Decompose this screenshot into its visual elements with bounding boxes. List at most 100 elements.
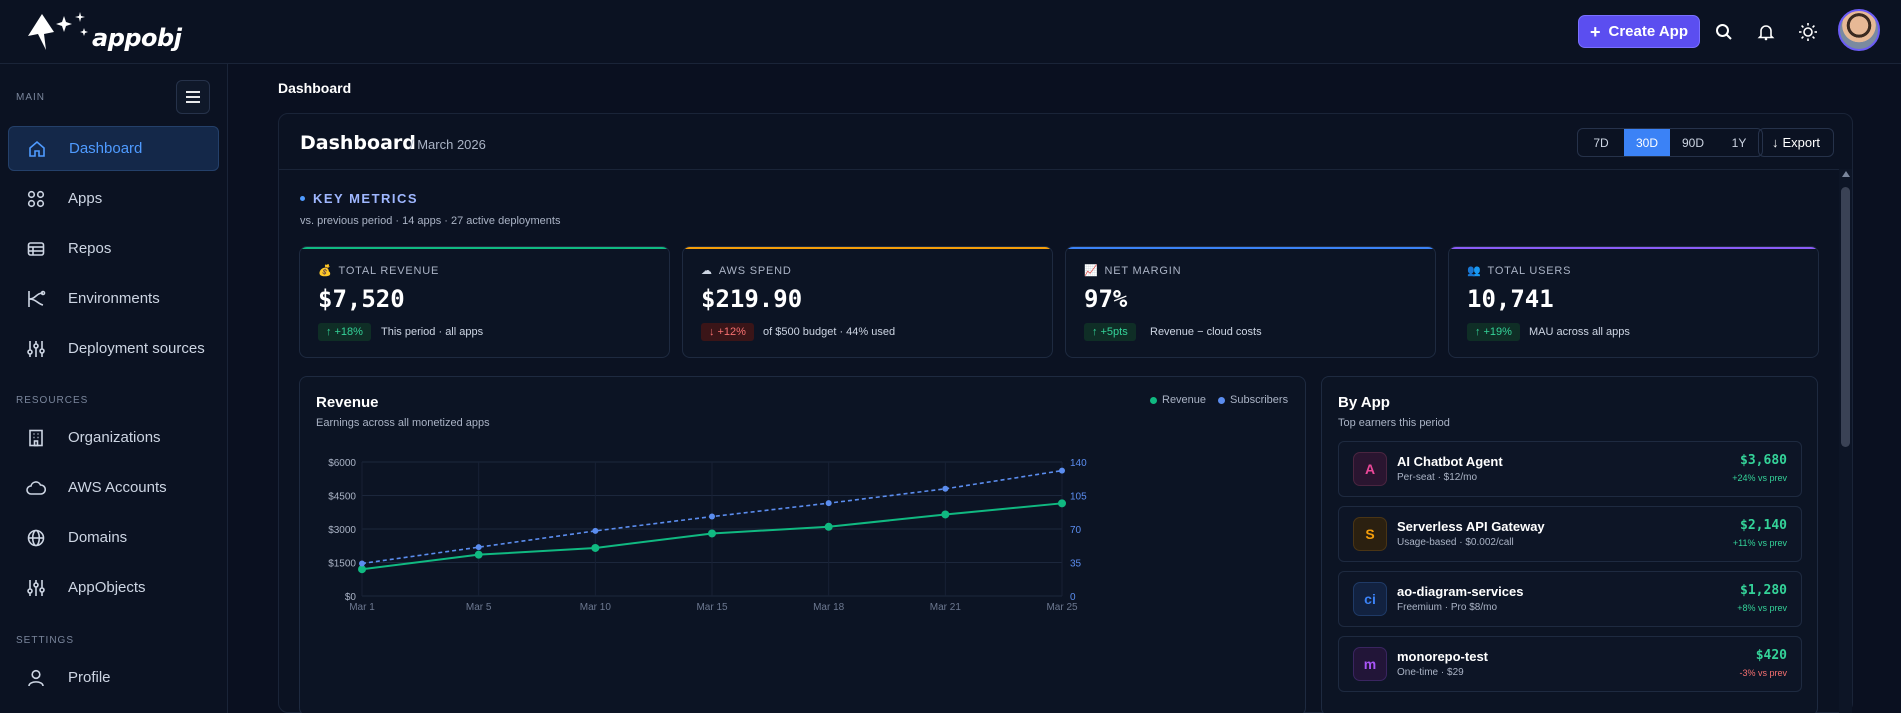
metric-note: of $500 budget · 44% used bbox=[763, 326, 896, 338]
scrollbar[interactable] bbox=[1839, 169, 1852, 713]
delta-badge: ↓ +12% bbox=[701, 323, 754, 341]
y-left-tick-label: $0 bbox=[345, 592, 357, 603]
page-title: Dashboard bbox=[300, 132, 416, 154]
y-right-tick-label: 140 bbox=[1070, 458, 1087, 469]
data-point-subscribers bbox=[825, 500, 832, 507]
sidebar-item-label: Deployment sources bbox=[68, 340, 205, 357]
metric-label: TOTAL REVENUE bbox=[338, 264, 440, 277]
app-row-ao-diagram-services[interactable]: ci ao-diagram-services Freemium · Pro $8… bbox=[1338, 571, 1802, 627]
scroll-thumb[interactable] bbox=[1841, 187, 1850, 447]
x-tick-label: Mar 15 bbox=[696, 602, 728, 613]
app-avatar-icon: S bbox=[1353, 517, 1387, 551]
range-90d-button[interactable]: 90D bbox=[1681, 135, 1704, 150]
data-point-subscribers bbox=[942, 485, 949, 492]
range-30d-button[interactable]: 30D bbox=[1624, 129, 1670, 156]
building-icon bbox=[26, 428, 46, 448]
app-change: +24% vs prev bbox=[1732, 473, 1787, 483]
sidebar-item-aws-accounts[interactable]: AWS Accounts bbox=[8, 465, 219, 510]
theme-toggle-sun-icon[interactable] bbox=[1796, 20, 1820, 44]
revenue-chart-card: Revenue Earnings across all monetized ap… bbox=[299, 376, 1306, 713]
menu-toggle-button[interactable] bbox=[176, 80, 210, 114]
data-point-subscribers bbox=[1059, 467, 1065, 474]
metric-value: 10,741 bbox=[1467, 285, 1554, 313]
by-app-title: By App bbox=[1338, 394, 1390, 411]
logo-mark-icon bbox=[28, 12, 88, 50]
app-pricing: Usage-based · $0.002/call bbox=[1397, 537, 1514, 548]
section-label-resources: RESOURCES bbox=[16, 395, 89, 406]
home-icon bbox=[27, 139, 47, 159]
delta-badge: ↑ +19% bbox=[1467, 323, 1520, 341]
apps-grid-icon bbox=[26, 189, 46, 209]
sidebar-item-repos[interactable]: Repos bbox=[8, 226, 219, 271]
create-app-button[interactable]: + Create App bbox=[1578, 15, 1700, 48]
delta-badge: ↑ +5pts bbox=[1084, 323, 1136, 341]
x-tick-label: Mar 18 bbox=[813, 602, 845, 613]
range-7d-button[interactable]: 7D bbox=[1593, 135, 1609, 150]
cloud-icon bbox=[26, 478, 46, 498]
legend-revenue[interactable]: Revenue bbox=[1150, 394, 1206, 406]
range-selector: 7D 30D 90D 1Y bbox=[1577, 128, 1763, 157]
y-left-tick-label: $6000 bbox=[328, 458, 356, 469]
money-bag-icon: 💰 bbox=[318, 265, 333, 277]
metric-label: NET MARGIN bbox=[1104, 264, 1182, 277]
x-tick-label: Mar 21 bbox=[930, 602, 962, 613]
metric-value: $7,520 bbox=[318, 285, 405, 313]
metric-card-net-margin: 📈 NET MARGIN 97% ↑ +5pts Revenue − cloud c… bbox=[1065, 246, 1436, 358]
breadcrumb: Dashboard bbox=[278, 80, 352, 96]
data-point-revenue bbox=[358, 565, 366, 574]
export-button[interactable]: ↓ Export bbox=[1758, 128, 1834, 157]
sidebar-item-label: Profile bbox=[68, 669, 111, 686]
sidebar-item-label: Repos bbox=[68, 240, 112, 257]
delta-value: +18% bbox=[334, 326, 363, 338]
delta-badge: ↑ +18% bbox=[318, 323, 371, 341]
cloud-icon: ☁ bbox=[701, 265, 713, 277]
x-tick-label: Mar 10 bbox=[580, 602, 612, 613]
metric-note: This period · all apps bbox=[381, 326, 484, 338]
x-tick-label: Mar 5 bbox=[466, 602, 492, 613]
logo-text: appobj bbox=[92, 24, 182, 52]
app-row-ai-chatbot-agent[interactable]: A AI Chatbot Agent Per-seat · $12/mo $3,… bbox=[1338, 441, 1802, 497]
metric-card-total-users: 👥 TOTAL USERS 10,741 ↑ +19% MAU across all… bbox=[1448, 246, 1819, 358]
arrow-up-icon: ↑ bbox=[1475, 326, 1481, 338]
sidebar-item-dashboard[interactable]: Dashboard bbox=[8, 126, 219, 171]
sidebar-item-domains[interactable]: Domains bbox=[8, 515, 219, 560]
sidebar-item-appobjects[interactable]: AppObjects bbox=[8, 565, 219, 610]
search-icon[interactable] bbox=[1712, 20, 1736, 44]
sidebar-item-organizations[interactable]: Organizations bbox=[8, 415, 219, 460]
revenue-card-title: Revenue bbox=[316, 394, 379, 411]
sliders-icon bbox=[26, 339, 46, 359]
dashboard-panel: Dashboard / March 2026 7D 30D 90D 1Y ↓ E… bbox=[278, 113, 1853, 713]
y-right-tick-label: 70 bbox=[1070, 525, 1082, 536]
arrow-down-icon: ↓ bbox=[1771, 135, 1779, 150]
legend-subscribers[interactable]: Subscribers bbox=[1218, 394, 1288, 406]
y-left-tick-label: $1500 bbox=[328, 559, 356, 570]
metric-label: TOTAL USERS bbox=[1487, 264, 1572, 277]
key-metrics-subtitle: vs. previous period · 14 apps · 27 activ… bbox=[300, 215, 561, 227]
sidebar-item-environments[interactable]: Environments bbox=[8, 276, 219, 321]
sidebar-item-deployment-sources[interactable]: Deployment sources bbox=[8, 326, 219, 371]
app-row-serverless-api-gateway[interactable]: S Serverless API Gateway Usage-based · $… bbox=[1338, 506, 1802, 562]
sidebar-item-profile[interactable]: Profile bbox=[8, 655, 219, 700]
arrow-up-icon: ↑ bbox=[326, 326, 332, 338]
range-1y-button[interactable]: 1Y bbox=[1731, 135, 1747, 150]
app-logo[interactable]: appobj bbox=[24, 10, 182, 54]
export-label: Export bbox=[1782, 135, 1821, 150]
sidebar: MAIN Dashboard Apps Repos Environments D… bbox=[0, 64, 228, 713]
data-point-subscribers bbox=[359, 560, 365, 567]
data-point-revenue bbox=[941, 510, 950, 519]
delta-value: +19% bbox=[1483, 326, 1512, 338]
environments-icon bbox=[26, 289, 46, 309]
bullet-dot-icon bbox=[300, 196, 305, 201]
user-icon bbox=[26, 668, 46, 688]
data-point-subscribers bbox=[709, 513, 715, 520]
user-avatar[interactable] bbox=[1838, 9, 1880, 51]
arrow-down-icon: ↓ bbox=[709, 326, 715, 338]
sidebar-item-apps[interactable]: Apps bbox=[8, 176, 219, 221]
revenue-line-chart: $0 0 $1500 35 $3000 70 $4500 105 $6000 140 Mar 1 Ma… bbox=[328, 458, 1087, 613]
sidebar-item-label: Dashboard bbox=[69, 140, 143, 157]
scroll-up-arrow-icon[interactable] bbox=[1842, 171, 1850, 177]
delta-value: +5pts bbox=[1100, 326, 1128, 338]
top-bar: appobj + Create App bbox=[0, 0, 1901, 64]
bell-icon[interactable] bbox=[1754, 20, 1778, 44]
app-row-monorepo-test[interactable]: m monorepo-test One-time · $29 $420 -3% … bbox=[1338, 636, 1802, 692]
